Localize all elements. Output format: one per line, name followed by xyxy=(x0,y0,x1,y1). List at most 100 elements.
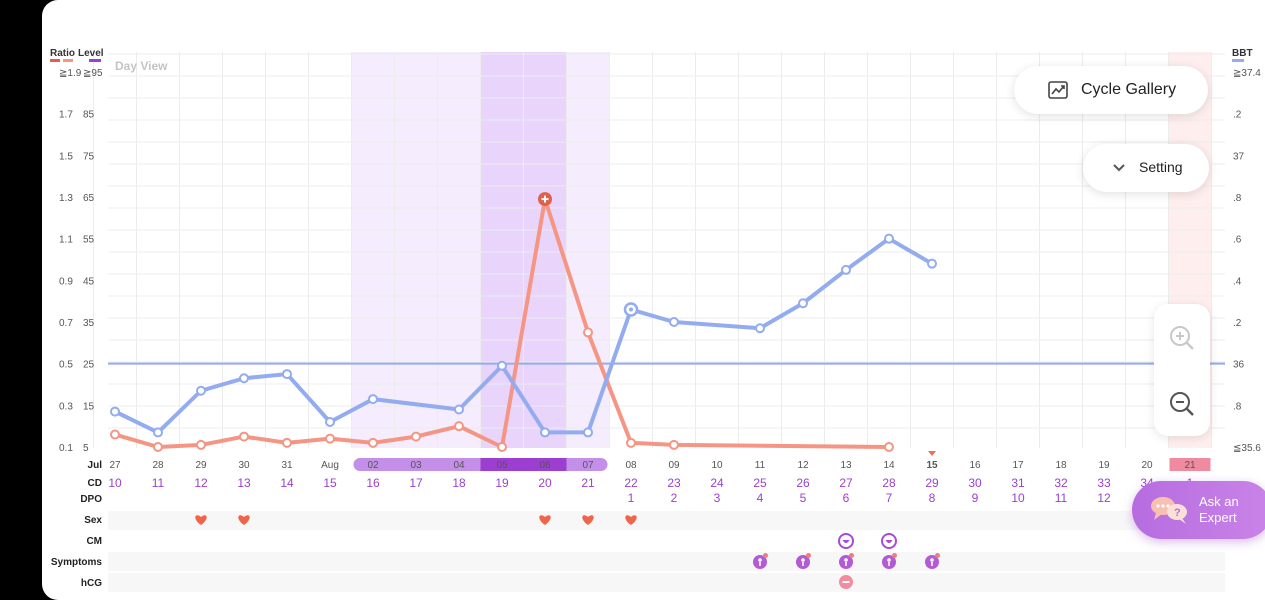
cycle-gallery-label: Cycle Gallery xyxy=(1081,81,1177,98)
date-label: 31 xyxy=(281,460,293,471)
zoom-out-icon[interactable] xyxy=(1168,390,1196,418)
ratio-point[interactable] xyxy=(669,439,679,450)
ask-expert-line2: Expert xyxy=(1199,510,1237,525)
cd-label: 27 xyxy=(839,476,853,490)
bbt-point[interactable] xyxy=(884,233,894,244)
bbt-point[interactable] xyxy=(196,385,206,396)
ratio-point[interactable] xyxy=(884,442,894,452)
cd-label: 29 xyxy=(925,476,939,490)
dpo-label: 1 xyxy=(628,491,635,505)
cm-drop-shape xyxy=(885,540,893,543)
ratio-point[interactable] xyxy=(325,433,335,444)
ratio-header: Ratio xyxy=(50,48,75,59)
bbt-point[interactable] xyxy=(239,373,249,384)
heart-icon[interactable] xyxy=(238,515,250,525)
fertility-chart[interactable]: Ratio Level BBT Day View ≧1.9 1.7 1.5 1.3 1.… xyxy=(42,0,1265,600)
ratio-tick-label: 1.7 xyxy=(59,110,73,121)
date-label: 16 xyxy=(969,460,981,471)
bbt-point[interactable] xyxy=(755,323,765,334)
date-label: 05 xyxy=(496,460,508,471)
cd-label: 16 xyxy=(366,476,380,490)
date-label: 19 xyxy=(1098,460,1110,471)
chart-card: Ratio Level BBT Day View ≧1.9 1.7 1.5 1.3 1.… xyxy=(42,0,1265,600)
ratio-tick-label: 1.5 xyxy=(59,151,73,162)
date-label: 11 xyxy=(755,460,766,471)
ratio-legend-swatch-salmon xyxy=(63,59,73,62)
date-label: 28 xyxy=(152,460,164,471)
ratio-point[interactable] xyxy=(239,431,249,442)
bbt-tick-label: .2 xyxy=(1233,318,1242,329)
ratio-point[interactable] xyxy=(411,431,421,442)
cd-label: 28 xyxy=(882,476,896,490)
date-label: 08 xyxy=(625,460,637,471)
ratio-point[interactable] xyxy=(497,442,507,452)
bbt-tick-label: .4 xyxy=(1233,276,1242,287)
ratio-point[interactable] xyxy=(368,437,378,448)
bbt-tick-label: .8 xyxy=(1233,193,1242,204)
heart-icon[interactable] xyxy=(625,515,637,525)
level-tick-label: 35 xyxy=(83,318,95,329)
ratio-point[interactable] xyxy=(153,442,163,452)
symptom-figure-head xyxy=(844,558,848,562)
bbt-point[interactable] xyxy=(110,406,120,417)
ratio-point[interactable] xyxy=(626,437,636,448)
chart-trend-icon xyxy=(1048,81,1068,99)
bbt-point[interactable] xyxy=(669,317,679,327)
cd-label: 19 xyxy=(495,476,509,490)
symptom-badge-dot xyxy=(849,553,854,558)
setting-button[interactable]: Setting xyxy=(1083,144,1209,192)
heart-icon[interactable] xyxy=(539,515,551,525)
day-view-label[interactable]: Day View xyxy=(115,59,168,73)
cd-label: 12 xyxy=(194,476,208,490)
zoom-in-icon[interactable] xyxy=(1168,324,1196,352)
bbt-point[interactable] xyxy=(798,298,808,309)
row-stripe xyxy=(108,573,1225,592)
bbt-point[interactable] xyxy=(454,404,464,415)
symptom-figure-head xyxy=(930,558,934,562)
bbt-point[interactable] xyxy=(368,394,378,405)
dpo-label: 5 xyxy=(800,491,807,505)
level-tick-label: 25 xyxy=(83,360,95,371)
ratio-point[interactable] xyxy=(583,327,593,338)
cd-label: 33 xyxy=(1097,476,1111,490)
date-label: 10 xyxy=(711,460,723,471)
cd-label: 18 xyxy=(452,476,466,490)
date-label: 04 xyxy=(453,460,465,471)
level-header: Level xyxy=(78,48,104,59)
cycle-gallery-button[interactable]: Cycle Gallery xyxy=(1014,66,1208,114)
bbt-point[interactable] xyxy=(497,360,507,371)
chat-bubbles-icon: ? xyxy=(1151,497,1187,524)
date-label: 21 xyxy=(1184,460,1196,471)
bbt-tick-label: ≧37.4 xyxy=(1233,68,1261,79)
today-marker xyxy=(928,451,936,456)
bbt-point[interactable] xyxy=(927,258,937,269)
level-tick-label: 55 xyxy=(83,235,95,246)
ratio-tick-label: 0.7 xyxy=(59,318,73,329)
row-label-symptoms: Symptoms xyxy=(51,557,103,568)
dpo-label: 8 xyxy=(929,491,936,505)
ratio-point[interactable] xyxy=(282,437,292,448)
ratio-point[interactable] xyxy=(110,429,120,440)
date-label: 03 xyxy=(410,460,422,471)
bbt-point[interactable] xyxy=(841,264,851,275)
ratio-tick-label: ≧1.9 xyxy=(59,68,82,79)
cm-drop-shape xyxy=(842,540,850,543)
level-tick-label: ≧95 xyxy=(83,68,103,79)
date-label: 09 xyxy=(668,460,680,471)
bbt-point[interactable] xyxy=(540,427,550,438)
ratio-point[interactable] xyxy=(196,439,206,450)
bbt-legend-swatch xyxy=(1232,59,1244,62)
bbt-point[interactable] xyxy=(583,427,593,438)
bbt-point[interactable] xyxy=(153,427,163,438)
heart-icon[interactable] xyxy=(582,515,594,525)
ask-expert-button[interactable]: ? Ask an Expert xyxy=(1132,481,1265,539)
ratio-point[interactable] xyxy=(454,421,464,432)
date-label: Aug xyxy=(321,460,339,471)
bbt-point[interactable] xyxy=(282,369,292,380)
dpo-label: 12 xyxy=(1097,491,1111,505)
cd-label: 25 xyxy=(753,476,767,490)
symptom-badge-dot xyxy=(892,553,897,558)
bbt-point[interactable] xyxy=(325,417,335,427)
dpo-label: 9 xyxy=(972,491,979,505)
heart-icon[interactable] xyxy=(195,515,207,525)
